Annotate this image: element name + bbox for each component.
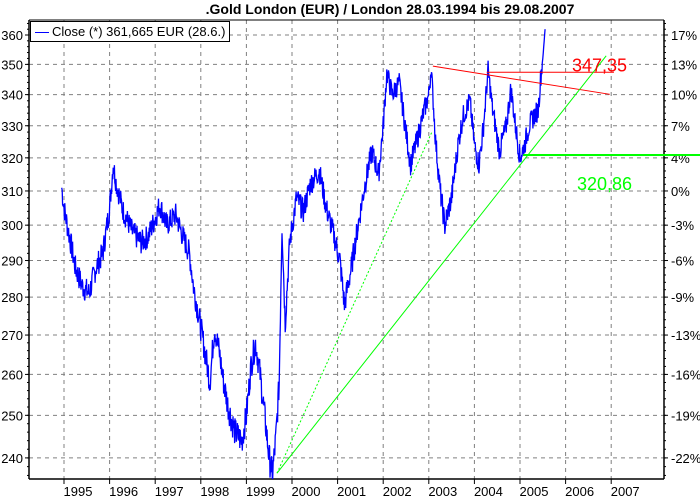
resistance-trendline: [432, 65, 610, 95]
x-tick-label: 1998: [200, 484, 229, 499]
x-tick-label: 2003: [428, 484, 457, 499]
y-tick-label: 310: [1, 184, 23, 199]
x-tick-label: 2002: [383, 484, 412, 499]
x-tick-label: 2005: [520, 484, 549, 499]
support-trendline: [276, 55, 607, 474]
x-tick-label: 2006: [565, 484, 594, 499]
chart-title: .Gold London (EUR) / London 28.03.1994 b…: [205, 1, 575, 17]
y-tick-label: 350: [1, 57, 23, 72]
x-tick-label: 1997: [155, 484, 184, 499]
y-tick-label-right: 17%: [671, 28, 697, 43]
y-tick-label-right: -19%: [671, 408, 700, 423]
legend: Close (*) 361,665 EUR (28.6.): [30, 21, 231, 42]
y-tick-label-right: 0%: [671, 184, 690, 199]
y-tick-label: 260: [1, 367, 23, 382]
y-tick-label-right: 4%: [671, 151, 690, 166]
y-tick-label: 340: [1, 88, 23, 103]
y-tick-label-right: -3%: [671, 218, 695, 233]
y-tick-label: 280: [1, 290, 23, 305]
y-tick-label: 250: [1, 408, 23, 423]
y-tick-label-right: 13%: [671, 57, 697, 72]
y-tick-label: 290: [1, 254, 23, 269]
y-tick-label: 240: [1, 451, 23, 466]
y-tick-label: 360: [1, 28, 23, 43]
y-tick-label: 320: [1, 151, 23, 166]
y-tick-label-right: -9%: [671, 290, 695, 305]
legend-swatch: [35, 32, 49, 34]
y-tick-label-right: -6%: [671, 254, 695, 269]
y-tick-label-right: -16%: [671, 367, 700, 382]
x-tick-label: 2001: [337, 484, 366, 499]
support-value-label: 320,86: [577, 174, 632, 194]
legend-label: Close (*) 361,665 EUR (28.6.): [52, 24, 226, 39]
resistance-value-label: 347,35: [572, 55, 627, 75]
y-tick-label-right: -22%: [671, 451, 700, 466]
y-tick-label: 300: [1, 218, 23, 233]
y-tick-label-right: 10%: [671, 88, 697, 103]
x-tick-label: 1996: [109, 484, 138, 499]
x-tick-label: 1999: [246, 484, 275, 499]
y-tick-label: 330: [1, 119, 23, 134]
x-tick-label: 2007: [611, 484, 640, 499]
x-tick-label: 2000: [292, 484, 321, 499]
x-tick-label: 2004: [474, 484, 503, 499]
y-tick-label: 270: [1, 328, 23, 343]
x-tick-label: 1995: [64, 484, 93, 499]
series-close-line: [61, 29, 546, 479]
y-tick-label-right: 7%: [671, 119, 690, 134]
support-trendline-steep: [276, 131, 433, 474]
y-tick-label-right: -13%: [671, 328, 700, 343]
